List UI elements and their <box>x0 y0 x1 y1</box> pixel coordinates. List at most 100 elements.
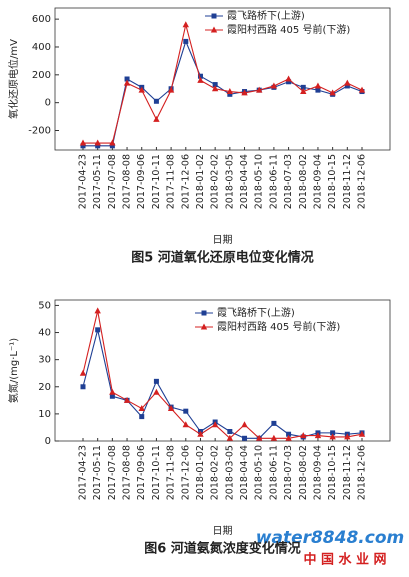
x-tick-label: 2017-09-06 <box>136 154 147 209</box>
x-tick-label: 2017-05-11 <box>92 445 103 500</box>
marker <box>210 26 218 33</box>
x-tick-label: 2018-01-02 <box>195 154 206 209</box>
plot-frame <box>54 7 391 151</box>
x-tick-label: 2017-11-08 <box>166 445 177 500</box>
marker <box>241 89 248 96</box>
marker <box>314 82 322 89</box>
x-tick-label: 2018-08-02 <box>298 445 309 500</box>
x-tick-label: 2018-09-04 <box>312 445 323 500</box>
x-axis-label: 日期 <box>213 234 233 246</box>
x-tick-label: 2017-04-23 <box>78 445 89 500</box>
marker <box>211 13 217 19</box>
x-tick-label: 2018-03-05 <box>224 154 235 209</box>
x-tick-label: 2017-07-08 <box>107 445 118 500</box>
marker <box>80 384 86 390</box>
x-tick-label: 2018-02-02 <box>210 445 221 500</box>
y-tick-label: 40 <box>38 328 51 339</box>
x-tick-label: 2018-11-12 <box>342 445 353 500</box>
marker <box>139 414 145 420</box>
line <box>82 329 363 439</box>
marker <box>79 369 87 376</box>
marker <box>212 82 218 88</box>
plot-frame <box>54 299 391 442</box>
marker <box>197 76 204 83</box>
marker <box>124 76 130 82</box>
x-tick-label: 2018-12-06 <box>357 445 368 500</box>
x-tick-label: 2018-11-12 <box>342 154 353 209</box>
marker <box>314 432 322 439</box>
marker <box>94 307 101 314</box>
marker <box>211 421 219 428</box>
y-tick-label: 20 <box>38 382 51 393</box>
x-tick-label: 2018-12-06 <box>357 154 368 209</box>
x-tick-label: 2018-04-04 <box>239 445 250 500</box>
y-tick-label: 400 <box>32 42 51 53</box>
x-tick-label: 2018-05-10 <box>254 445 265 500</box>
marker <box>285 75 292 82</box>
marker <box>109 143 115 149</box>
marker <box>227 91 233 97</box>
y-tick-label: 10 <box>38 409 51 420</box>
marker <box>285 434 292 441</box>
marker <box>200 323 208 330</box>
y-axis-label: 氧化还原电位/mV <box>7 39 20 119</box>
marker <box>315 87 321 93</box>
x-tick-label: 2017-07-08 <box>107 154 118 209</box>
marker <box>183 408 189 414</box>
marker <box>201 310 207 316</box>
marker <box>123 396 131 403</box>
marker <box>197 430 204 437</box>
marker <box>358 86 366 93</box>
watermark-brand: water8848.com <box>256 528 404 548</box>
legend-label: 霞飞路桥下(上游) <box>227 9 305 22</box>
x-tick-label: 2017-08-08 <box>122 154 133 209</box>
y-tick-label: 50 <box>38 300 51 311</box>
marker <box>153 378 159 384</box>
x-tick-label: 2017-10-11 <box>151 154 162 209</box>
marker <box>167 404 175 411</box>
x-tick-label: 2018-07-03 <box>283 445 294 500</box>
x-tick-label: 2018-09-04 <box>312 154 323 209</box>
marker <box>344 83 350 89</box>
marker <box>358 430 366 437</box>
caption: 图5 河道氧化还原电位变化情况 <box>131 250 314 266</box>
x-tick-label: 2018-06-11 <box>268 154 279 209</box>
marker <box>242 435 248 441</box>
marker <box>329 89 336 96</box>
x-tick-label: 2017-12-06 <box>180 445 191 500</box>
x-tick-label: 2017-05-11 <box>92 154 103 209</box>
y-tick-label: 600 <box>32 14 51 25</box>
marker <box>153 115 160 122</box>
y-axis-label: 氨氮/(mg·L⁻¹) <box>7 338 20 403</box>
x-tick-label: 2018-08-02 <box>298 154 309 209</box>
marker <box>241 421 248 428</box>
marker <box>153 98 159 104</box>
marker <box>270 434 278 441</box>
x-tick-label: 2017-09-06 <box>136 445 147 500</box>
marker <box>226 434 234 441</box>
y-tick-label: 200 <box>32 70 51 81</box>
x-tick-label: 2018-01-02 <box>195 445 206 500</box>
x-tick-label: 2018-05-10 <box>254 154 265 209</box>
marker <box>344 433 351 440</box>
watermark-site: 中 国 水 业 网 <box>303 552 386 568</box>
marker <box>182 421 189 428</box>
marker <box>138 404 145 411</box>
legend-label: 霞阳村西路 405 号前(下游) <box>217 320 340 333</box>
marker <box>109 388 116 395</box>
marker <box>300 432 307 439</box>
marker <box>123 79 131 86</box>
marker <box>183 38 189 44</box>
x-tick-label: 2018-04-04 <box>239 154 250 209</box>
marker <box>286 431 292 437</box>
x-tick-label: 2017-04-23 <box>78 154 89 209</box>
marker <box>256 434 263 441</box>
y-tick-label: -200 <box>28 126 51 137</box>
marker <box>300 88 307 95</box>
x-tick-label: 2017-12-06 <box>180 154 191 209</box>
x-tick-label: 2018-03-05 <box>224 445 235 500</box>
marker <box>80 143 86 149</box>
legend-label: 霞阳村西路 405 号前(下游) <box>227 23 350 36</box>
marker <box>109 393 115 399</box>
